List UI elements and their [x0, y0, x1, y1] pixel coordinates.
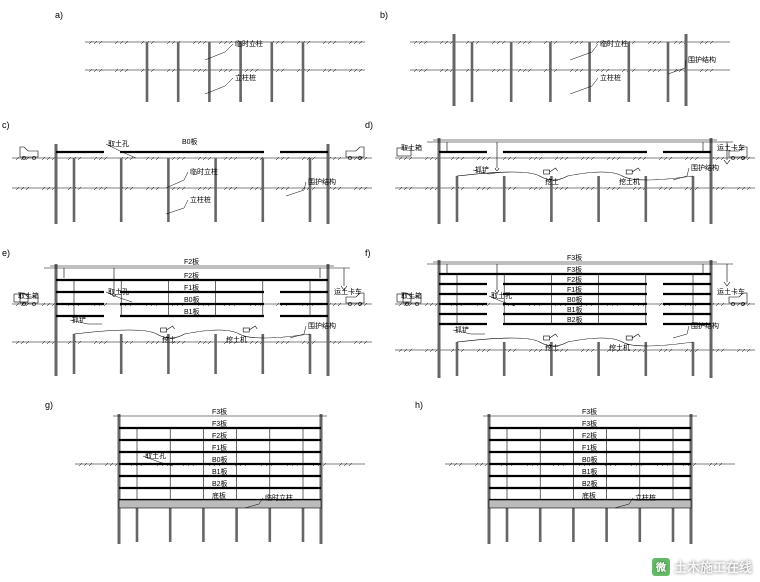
- svg-text:立柱桩: 立柱桩: [635, 493, 656, 502]
- svg-text:取土孔: 取土孔: [491, 291, 512, 300]
- svg-text:挖土: 挖土: [162, 335, 176, 344]
- panel-label-b: b): [380, 10, 388, 20]
- svg-text:抓铲: 抓铲: [455, 325, 469, 334]
- wechat-icon: 微: [652, 558, 670, 576]
- watermark: 微 土木施工在线: [652, 557, 752, 576]
- panel-d: d)取土箱抓铲挖土挖土机围护结构运土卡车: [395, 122, 755, 232]
- panel-svg-h: F3板 F2板 F1板 B0板 B1板 B2板底板 F3板立柱桩: [445, 402, 735, 552]
- svg-text:F2板: F2板: [184, 257, 199, 266]
- panel-f: f)F3板F2板F1板B0板B1板B2板F3板取土箱取土孔抓铲挖土挖土机围护结构…: [395, 250, 755, 385]
- panel-label-d: d): [365, 120, 373, 130]
- svg-text:取土孔: 取土孔: [108, 287, 129, 296]
- panel-svg-b: 临时立柱立柱桩 围护结构: [410, 12, 730, 112]
- svg-text:围护结构: 围护结构: [691, 163, 719, 172]
- svg-text:B2板: B2板: [582, 479, 598, 488]
- svg-text:底板: 底板: [212, 491, 226, 500]
- svg-text:挖土机: 挖土机: [619, 177, 640, 186]
- svg-text:取土箱: 取土箱: [401, 291, 422, 300]
- svg-text:围护结构: 围护结构: [691, 321, 719, 330]
- svg-text:临时立柱: 临时立柱: [190, 167, 218, 176]
- svg-text:B0板: B0板: [582, 455, 598, 464]
- svg-text:B0板: B0板: [212, 455, 228, 464]
- svg-text:运土卡车: 运土卡车: [334, 287, 362, 296]
- panel-svg-d: 取土箱抓铲挖土 挖土机 围护结构 运土卡车: [395, 122, 755, 232]
- panel-label-a: a): [55, 10, 63, 20]
- svg-text:F2板: F2板: [567, 275, 582, 284]
- svg-text:围护结构: 围护结构: [308, 321, 336, 330]
- svg-text:B0板: B0板: [184, 295, 200, 304]
- panel-svg-f: F3板F2板F1板B0板B1板B2板F3板取土箱取土孔抓铲挖土挖土机围护结构运土…: [395, 250, 755, 385]
- svg-text:B2板: B2板: [212, 479, 228, 488]
- svg-text:抓铲: 抓铲: [475, 165, 489, 174]
- svg-text:B1板: B1板: [567, 305, 583, 314]
- svg-text:F3板: F3板: [212, 407, 227, 416]
- svg-text:F3板: F3板: [212, 419, 227, 428]
- svg-text:取土箱: 取土箱: [401, 143, 422, 152]
- panel-e: e)F2板F1板B0板B1板F2板取土箱取土孔抓铲挖土挖土机围护结构运土卡车: [12, 250, 372, 385]
- panel-g: g)F3板F2板F1板B0板B1板B2板底板F3板取土孔临时立柱: [75, 402, 365, 552]
- svg-text:临时立柱: 临时立柱: [265, 493, 293, 502]
- svg-text:取土箱: 取土箱: [18, 291, 39, 300]
- panel-svg-a: 临时立柱立柱桩: [85, 12, 365, 112]
- panel-label-g: g): [45, 400, 53, 410]
- svg-text:F2板: F2板: [184, 271, 199, 280]
- panel-b: b)临时立柱立柱桩围护结构: [410, 12, 730, 112]
- watermark-text: 土木施工在线: [674, 557, 752, 576]
- svg-text:挖土: 挖土: [545, 343, 559, 352]
- svg-text:运土卡车: 运土卡车: [717, 287, 745, 296]
- svg-text:F1板: F1板: [184, 283, 199, 292]
- svg-text:F1板: F1板: [582, 443, 597, 452]
- svg-text:立柱桩: 立柱桩: [235, 73, 256, 82]
- svg-text:B1板: B1板: [212, 467, 228, 476]
- panel-svg-e: F2板 F1板 B0板 B1板 F2板取土箱 取土孔抓铲挖土 挖土机 围护结构 运土卡车: [12, 250, 372, 385]
- svg-text:B2板: B2板: [567, 315, 583, 324]
- svg-text:F3板: F3板: [582, 407, 597, 416]
- svg-text:F2板: F2板: [212, 431, 227, 440]
- panel-a: a)临时立柱立柱桩: [85, 12, 365, 112]
- panel-h: h)F3板F2板F1板B0板B1板B2板底板F3板立柱桩: [445, 402, 735, 552]
- svg-text:取土孔: 取土孔: [145, 451, 166, 460]
- panel-label-e: e): [2, 248, 10, 258]
- svg-text:挖土: 挖土: [545, 177, 559, 186]
- svg-text:F1板: F1板: [212, 443, 227, 452]
- panel-svg-c: 取土孔B0板临时立柱立柱桩围护结构: [12, 122, 372, 232]
- svg-text:F3板: F3板: [567, 253, 582, 262]
- svg-text:底板: 底板: [582, 491, 596, 500]
- panel-c: c)取土孔B0板临时立柱立柱桩围护结构: [12, 122, 372, 232]
- svg-text:挖土机: 挖土机: [226, 335, 247, 344]
- svg-text:临时立柱: 临时立柱: [235, 39, 263, 48]
- svg-text:临时立柱: 临时立柱: [600, 39, 628, 48]
- svg-text:立柱桩: 立柱桩: [190, 195, 211, 204]
- panel-svg-g: F3板 F2板 F1板 B0板 B1板 B2板底板 F3板取土孔临时立柱: [75, 402, 365, 552]
- svg-text:B1板: B1板: [184, 307, 200, 316]
- svg-text:抓铲: 抓铲: [72, 315, 86, 324]
- svg-text:F3板: F3板: [567, 265, 582, 274]
- svg-text:F2板: F2板: [582, 431, 597, 440]
- panel-label-c: c): [2, 120, 10, 130]
- svg-text:B0板: B0板: [567, 295, 583, 304]
- svg-text:B1板: B1板: [582, 467, 598, 476]
- svg-text:运土卡车: 运土卡车: [717, 143, 745, 152]
- svg-text:F1板: F1板: [567, 285, 582, 294]
- diagram-canvas: a)临时立柱立柱桩b)临时立柱立柱桩围护结构c)取土孔B0板临时立柱立柱桩围护结…: [0, 0, 760, 582]
- panel-label-h: h): [415, 400, 423, 410]
- svg-text:挖土机: 挖土机: [609, 343, 630, 352]
- svg-text:围护结构: 围护结构: [308, 177, 336, 186]
- svg-text:围护结构: 围护结构: [688, 55, 716, 64]
- panel-label-f: f): [365, 248, 371, 258]
- svg-text:F3板: F3板: [582, 419, 597, 428]
- svg-text:立柱桩: 立柱桩: [600, 73, 621, 82]
- svg-text:B0板: B0板: [182, 137, 198, 146]
